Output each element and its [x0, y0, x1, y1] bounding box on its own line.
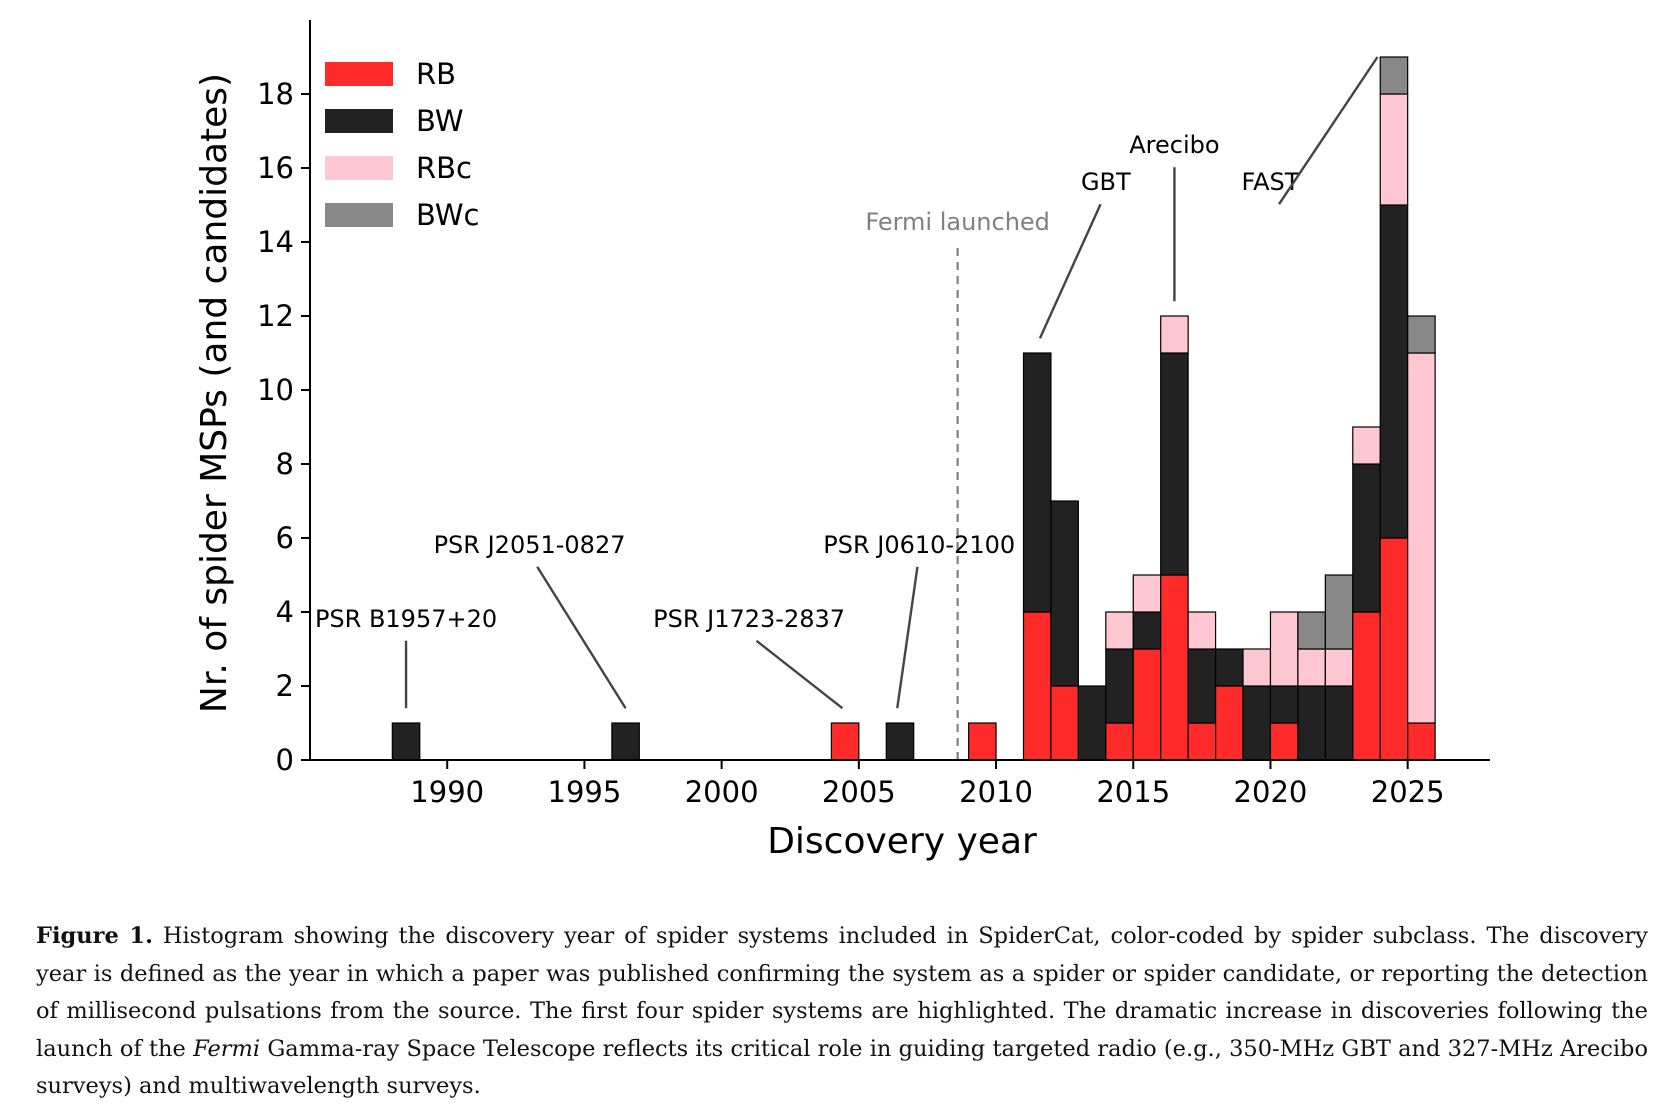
bar-2025-bwc — [1407, 315, 1436, 354]
y-tick-label-18: 18 — [257, 77, 294, 111]
fermi-launch-label: Fermi launched — [865, 208, 1050, 236]
annotation-label-0: PSR B1957+20 — [315, 605, 497, 633]
bar-2015-bw — [1132, 611, 1162, 650]
annotation-arrow-1 — [536, 566, 627, 709]
y-tick-label-8: 8 — [276, 447, 294, 481]
bar-2009-rb — [968, 722, 997, 761]
annotation-arrow-2 — [755, 639, 844, 710]
bar-2025-rbc — [1407, 352, 1436, 724]
y-tick-label-4: 4 — [276, 595, 294, 629]
bar-2019-rbc — [1242, 648, 1272, 687]
caption-label: Figure 1. — [36, 923, 153, 949]
bar-1988-bw — [391, 722, 421, 761]
legend: RB BW RBc BWc — [325, 57, 479, 232]
bar-2016-rbc — [1160, 315, 1189, 354]
y-tick-label-16: 16 — [257, 151, 294, 185]
annotation-label-4: GBT — [1081, 168, 1131, 196]
bar-2021-bwc — [1297, 611, 1326, 650]
legend-label-bwc: BWc — [416, 198, 479, 232]
y-axis-label: Nr. of spider MSPs (and candidates) — [194, 73, 235, 713]
annotation-label-1: PSR J2051-0827 — [434, 531, 626, 559]
bars-layer — [391, 56, 1436, 761]
annotation-label-5: Arecibo — [1129, 131, 1219, 159]
bar-2024-rb — [1379, 537, 1409, 761]
bar-2021-rbc — [1297, 648, 1326, 687]
bar-2020-rb — [1269, 722, 1299, 761]
bar-2017-bw — [1187, 648, 1217, 724]
x-axis-label: Discovery year — [767, 821, 1037, 862]
axes-layer: 1990 1995 2000 2005 2010 2015 2020 2025 0 2 4 6 8 10 1… — [257, 20, 1490, 809]
annotation-arrow-3 — [896, 566, 919, 709]
bar-2014-rb — [1105, 722, 1134, 761]
annotation-label-6: FAST — [1242, 168, 1300, 196]
bar-2017-rb — [1187, 722, 1217, 761]
bar-2006-bw — [885, 722, 915, 761]
x-tick-label-2000: 2000 — [685, 775, 759, 809]
bar-2011-bw — [1022, 352, 1052, 613]
legend-swatch-bw — [325, 109, 393, 133]
x-tick-label-2010: 2010 — [959, 775, 1033, 809]
legend-swatch-rb — [325, 62, 393, 86]
bar-2012-bw — [1050, 500, 1079, 687]
bar-2020-bw — [1269, 685, 1299, 724]
bar-2023-rb — [1352, 611, 1381, 761]
bar-2014-rbc — [1105, 611, 1134, 650]
caption-italic-fermi: Fermi — [193, 1035, 261, 1062]
bar-2022-bwc — [1324, 574, 1354, 650]
bar-2004-rb — [830, 722, 860, 761]
caption-text-2: Gamma-ray Space Telescope reflects its c… — [36, 1035, 1649, 1100]
annotation-label-3: PSR J0610-2100 — [823, 531, 1015, 559]
x-tick-label-2020: 2020 — [1234, 775, 1308, 809]
bar-2019-bw — [1242, 685, 1272, 761]
legend-swatch-bwc — [325, 203, 393, 227]
bar-2024-rbc — [1379, 93, 1409, 206]
x-tick-label-1995: 1995 — [548, 775, 622, 809]
bar-2014-bw — [1105, 648, 1134, 724]
bar-2018-rb — [1214, 685, 1244, 761]
annotations-layer: PSR B1957+20 PSR J2051-0827 PSR J1723-2837… — [315, 56, 1379, 710]
legend-label-rb: RB — [416, 57, 456, 91]
bar-2012-rb — [1050, 685, 1079, 761]
bar-2016-rb — [1160, 574, 1189, 761]
bar-2022-rbc — [1324, 648, 1354, 687]
caption-text-1: Histogram showing the discovery year of … — [36, 923, 1648, 1062]
x-tick-label-2015: 2015 — [1096, 775, 1170, 809]
bar-2024-bwc — [1379, 56, 1409, 95]
bar-2018-bw — [1214, 648, 1244, 687]
legend-label-bw: BW — [416, 104, 464, 138]
x-tick-label-1990: 1990 — [410, 775, 484, 809]
bar-1996-bw — [611, 722, 640, 761]
y-tick-label-12: 12 — [257, 299, 294, 333]
bar-2015-rbc — [1132, 574, 1162, 613]
bar-2025-rb — [1407, 722, 1436, 761]
bar-2021-bw — [1297, 685, 1326, 761]
histogram-chart: Fermi launched PSR B1957+20 PSR J2051-082… — [194, 20, 1490, 862]
bar-2023-rbc — [1352, 426, 1381, 465]
bar-2024-bw — [1379, 204, 1409, 539]
y-tick-label-2: 2 — [276, 669, 294, 703]
bar-2022-bw — [1324, 685, 1354, 761]
annotation-arrow-6 — [1278, 56, 1379, 205]
y-tick-label-14: 14 — [257, 225, 294, 259]
bar-2023-bw — [1352, 463, 1381, 613]
bar-2017-rbc — [1187, 611, 1217, 650]
legend-swatch-rbc — [325, 156, 393, 180]
y-tick-label-6: 6 — [276, 521, 294, 555]
bar-2015-rb — [1132, 648, 1162, 761]
bar-2016-bw — [1160, 352, 1189, 576]
bar-2013-bw — [1077, 685, 1107, 761]
bar-2011-rb — [1022, 611, 1052, 761]
legend-label-rbc: RBc — [416, 151, 472, 185]
figure-caption: Figure 1. Histogram showing the discover… — [36, 918, 1648, 1106]
y-tick-label-10: 10 — [257, 373, 294, 407]
x-tick-label-2005: 2005 — [822, 775, 896, 809]
annotation-label-2: PSR J1723-2837 — [653, 605, 845, 633]
y-tick-label-0: 0 — [276, 743, 294, 777]
bar-2020-rbc — [1269, 611, 1299, 687]
annotation-arrow-4 — [1038, 203, 1102, 339]
fermi-vline-layer: Fermi launched — [865, 208, 1050, 760]
x-tick-label-2025: 2025 — [1371, 775, 1445, 809]
